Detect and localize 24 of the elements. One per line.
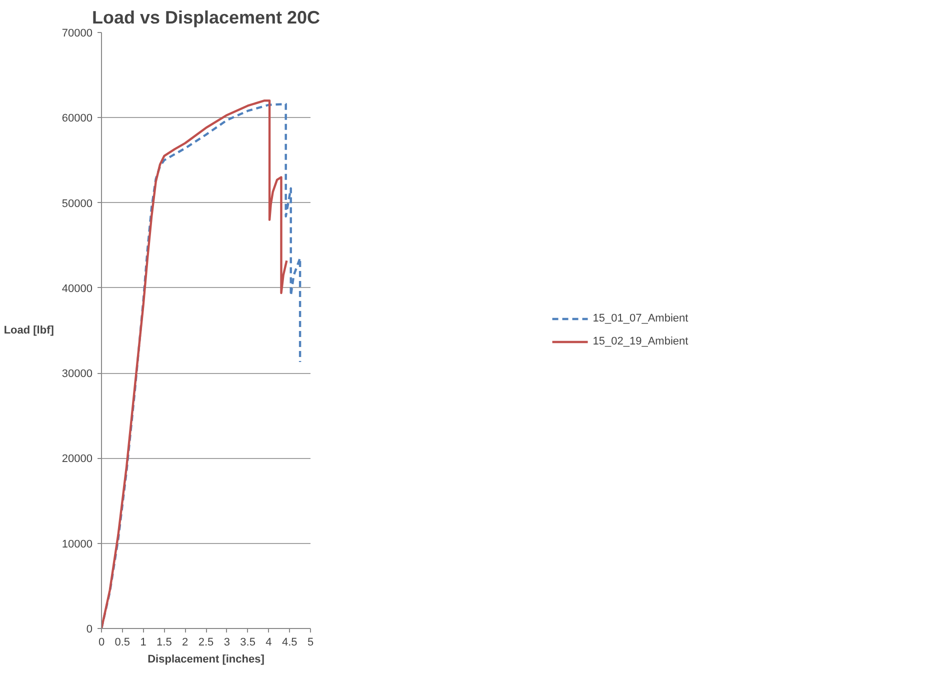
- chart-title: Load vs Displacement 20C: [92, 8, 320, 28]
- y-axis-title: Load [lbf]: [4, 324, 54, 336]
- x-tick-label: 1: [140, 636, 146, 648]
- x-tick-label: 2: [182, 636, 188, 648]
- x-tick-label: 3.5: [240, 636, 256, 648]
- x-tick-label: 0: [98, 636, 105, 648]
- legend-label: 15_01_07_Ambient: [592, 312, 688, 324]
- y-tick-label: 20000: [62, 453, 93, 466]
- x-tick-label: 1.5: [156, 636, 172, 648]
- y-tick-label: 60000: [62, 112, 93, 125]
- y-tick-label: 10000: [62, 538, 93, 550]
- x-tick-label: 5: [307, 636, 314, 648]
- y-tick-label: 40000: [62, 282, 93, 295]
- y-tick-label: 0: [86, 624, 93, 636]
- x-tick-label: 4.5: [282, 636, 298, 648]
- x-tick-label: 2.5: [198, 636, 214, 648]
- legend-label: 15_02_19_Ambient: [592, 336, 688, 348]
- y-tick-label: 70000: [62, 28, 93, 40]
- x-tick-label: 3: [224, 636, 230, 648]
- x-tick-label: 0.5: [114, 636, 130, 648]
- x-tick-label: 4: [266, 636, 272, 648]
- x-axis-title: Displacement [inches]: [148, 654, 265, 666]
- y-tick-label: 50000: [62, 198, 93, 210]
- y-tick-label: 30000: [62, 368, 93, 380]
